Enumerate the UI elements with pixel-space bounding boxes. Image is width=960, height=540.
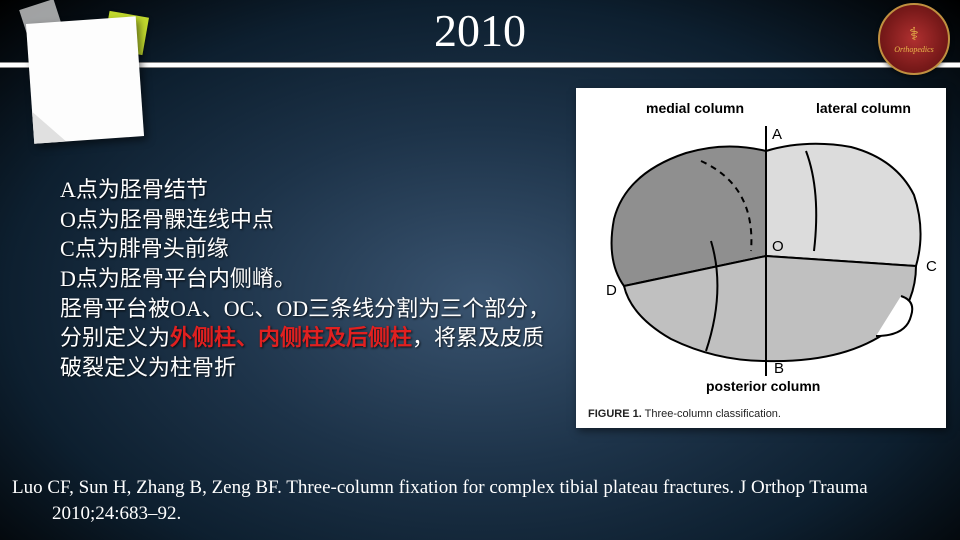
svg-text:O: O [772, 238, 784, 255]
seal-badge: ⚕ Orthopedics [878, 3, 950, 75]
label-medial: medial column [646, 100, 744, 116]
figure: medial column lateral column posterior c… [576, 88, 946, 428]
citation-line2: 2010;24:683–92. [12, 501, 948, 528]
paper-sheet [26, 16, 144, 143]
seal-label: Orthopedics [894, 45, 934, 54]
citation-line1: Luo CF, Sun H, Zhang B, Zeng BF. Three-c… [12, 475, 948, 502]
svg-text:A: A [772, 126, 782, 143]
citation: Luo CF, Sun H, Zhang B, Zeng BF. Three-c… [12, 475, 948, 528]
svg-text:B: B [774, 360, 784, 377]
label-lateral: lateral column [816, 100, 911, 116]
paper-note [20, 6, 150, 146]
svg-text:D: D [606, 282, 617, 299]
figure-caption: FIGURE 1. Three-column classification. [576, 404, 946, 428]
label-posterior: posterior column [706, 378, 820, 394]
three-column-diagram: medial column lateral column posterior c… [576, 88, 946, 404]
body-text: A点为胫骨结节 O点为胫骨髁连线中点 C点为腓骨头前缘 D点为胫骨平台内侧嵴。 … [60, 175, 560, 383]
caduceus-icon: ⚕ [909, 25, 919, 43]
svg-text:C: C [926, 258, 937, 275]
